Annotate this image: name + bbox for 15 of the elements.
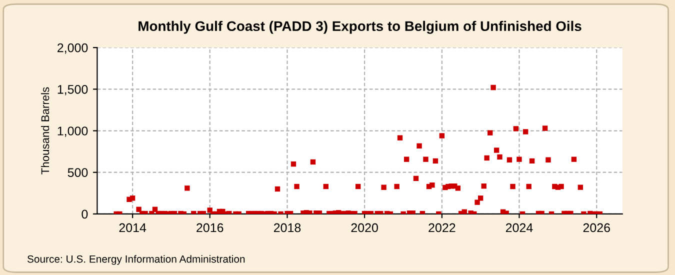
y-axis-title: Thousand Barrels: [40, 87, 50, 174]
source-note: Source: U.S. Energy Information Administration: [27, 255, 245, 265]
x-tick-label: 2018: [274, 223, 301, 232]
y-tick-label: 500: [68, 168, 88, 178]
chart-title: Monthly Gulf Coast (PADD 3) Exports to Belgium of Unfinished Oils: [138, 20, 582, 34]
y-tick-label: 1,500: [58, 84, 88, 96]
y-tick-label: 0: [82, 210, 88, 219]
y-tick-label: 1,000: [58, 126, 88, 137]
y-tick-label: 2,000: [58, 43, 88, 54]
x-tick-label: 2020: [351, 223, 378, 232]
x-tick-label: 2022: [428, 223, 456, 232]
x-tick-label: 2024: [506, 223, 533, 232]
x-tick-label: 2014: [119, 223, 146, 232]
x-tick-label: 2016: [196, 223, 224, 232]
x-tick-label: 2026: [583, 223, 610, 232]
